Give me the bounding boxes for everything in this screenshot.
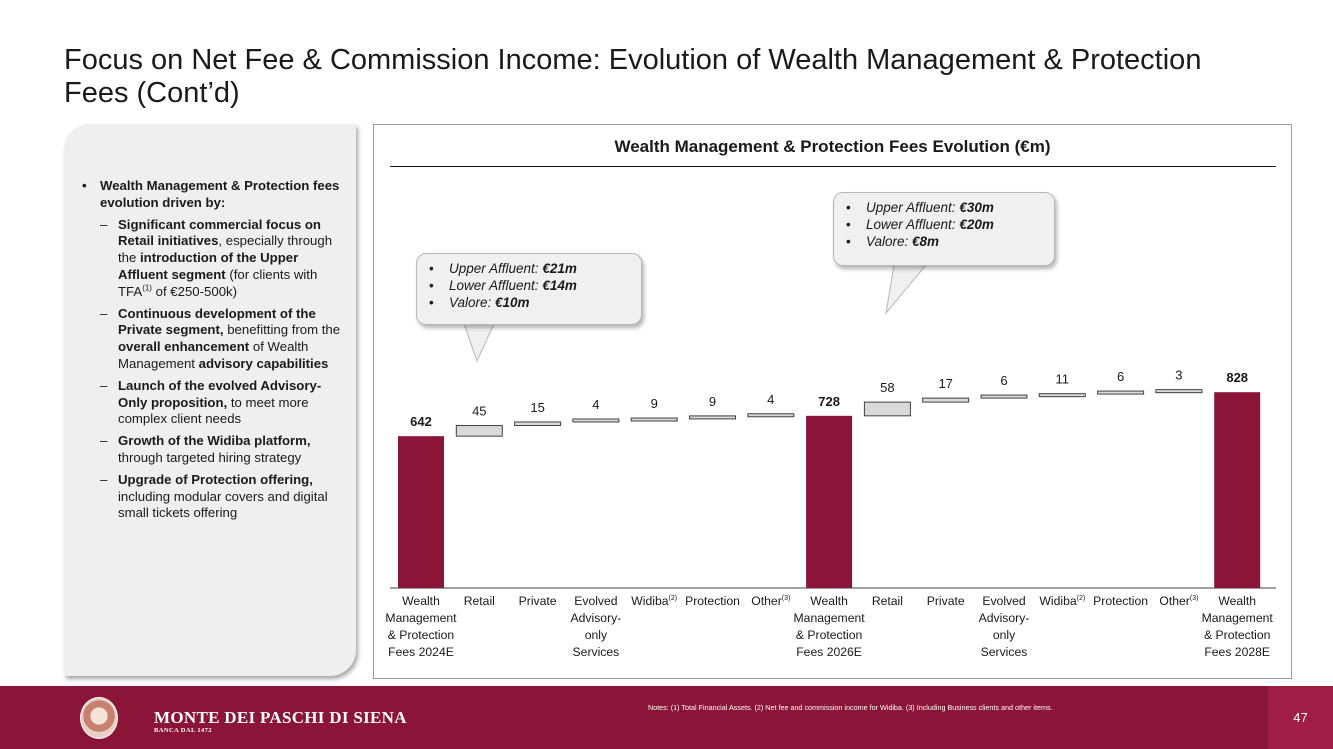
page-title: Focus on Net Fee & Commission Income: Ev… (64, 44, 1202, 109)
delta-bar (747, 413, 795, 418)
delta-bar (455, 425, 503, 437)
delta-bar (863, 401, 911, 417)
data-label: 58 (880, 380, 894, 395)
callout-item: Valore: €10m (429, 294, 631, 311)
bank-logo-subtitle: BANCA DAL 1472 (154, 727, 212, 734)
data-label: 4 (592, 397, 599, 412)
footer-bar: MONTE DEI PASCHI DI SIENA BANCA DAL 1472… (0, 686, 1333, 749)
data-label: 642 (410, 414, 432, 429)
delta-bar (572, 418, 620, 423)
commentary-sub-item: Launch of the evolved Advisory-Only prop… (100, 378, 344, 428)
page-number: 47 (1293, 710, 1308, 725)
callout-item: Lower Affluent: €20m (846, 216, 1044, 233)
category-label: Widiba(2) (1039, 594, 1085, 608)
chart-title-rule (390, 166, 1276, 167)
data-label: 6 (1000, 373, 1007, 388)
data-label: 4 (767, 392, 774, 407)
commentary-sub-item: Significant commercial focus on Retail i… (100, 217, 344, 301)
category-label: Evolved Advisory-only Services (571, 594, 622, 659)
data-label: 3 (1175, 368, 1182, 383)
delta-bar (1097, 390, 1145, 395)
bank-seal-icon (80, 697, 118, 739)
data-label: 11 (1056, 372, 1070, 387)
data-label: 45 (472, 404, 486, 419)
category-label: Other(3) (1159, 594, 1198, 608)
chart-plot: 642 Wealth Management & Protection Fees 2024… (385, 264, 1276, 659)
delta-bar (630, 417, 678, 422)
data-label: 9 (651, 396, 658, 411)
page-number-box: 47 (1268, 686, 1333, 749)
category-label: Retail (464, 594, 495, 608)
category-label: Wealth Management & Protection Fees 2028E (1202, 594, 1274, 659)
category-label: Protection (685, 594, 740, 608)
category-label: Evolved Advisory-only Services (979, 594, 1030, 659)
waterfall-chart: Wealth Management & Protection Fees Evol… (373, 124, 1292, 679)
chart-title: Wealth Management & Protection Fees Evol… (614, 137, 1051, 156)
total-bar (806, 415, 853, 588)
category-label: Wealth Management & Protection Fees 2026E (794, 594, 866, 659)
callout-pointer (463, 323, 495, 363)
delta-bar (1155, 389, 1203, 394)
commentary-sub-item: Continuous development of the Private se… (100, 306, 344, 373)
commentary-sub-item: Growth of the Widiba platform, through t… (100, 433, 344, 467)
commentary-main-text: Wealth Management & Protection fees evol… (100, 178, 340, 210)
category-label: Widiba(2) (631, 594, 677, 608)
callout-2026-breakdown: Upper Affluent: €21m Lower Affluent: €14… (416, 253, 642, 325)
data-label: 828 (1226, 370, 1248, 385)
delta-bar (689, 415, 736, 420)
callout-pointer (885, 264, 928, 315)
data-label: 17 (938, 376, 952, 391)
callout-2028-breakdown: Upper Affluent: €30m Lower Affluent: €20… (833, 192, 1055, 266)
total-bar (1214, 392, 1261, 588)
category-label: Private (927, 594, 965, 608)
callout-item: Upper Affluent: €30m (846, 199, 1044, 216)
commentary-panel: Wealth Management & Protection fees evol… (64, 124, 356, 676)
commentary-sub-item: Upgrade of Protection offering, includin… (100, 472, 344, 522)
delta-bar (514, 421, 562, 427)
category-label: Private (519, 594, 557, 608)
category-label: Retail (872, 594, 903, 608)
delta-bar (1038, 393, 1086, 398)
data-label: 6 (1117, 369, 1124, 384)
commentary-sub-list: Significant commercial focus on Retail i… (100, 217, 344, 523)
callout-item: Lower Affluent: €14m (429, 277, 631, 294)
commentary-main-bullet: Wealth Management & Protection fees evol… (82, 178, 344, 522)
total-bar (398, 436, 444, 588)
delta-bar (980, 394, 1028, 399)
delta-bar (922, 397, 970, 403)
commentary-list: Wealth Management & Protection fees evol… (82, 178, 344, 527)
data-label: 728 (818, 394, 840, 409)
callout-item: Valore: €8m (846, 233, 1044, 250)
bank-logo-text: MONTE DEI PASCHI DI SIENA (154, 708, 407, 727)
footnotes: Notes: (1) Total Financial Assets. (2) N… (648, 703, 1053, 712)
category-label: Protection (1093, 594, 1148, 608)
data-label: 15 (530, 400, 544, 415)
callout-item: Upper Affluent: €21m (429, 260, 631, 277)
data-label: 9 (709, 394, 716, 409)
category-label: Wealth Management & Protection Fees 2024E (385, 594, 457, 659)
category-label: Other(3) (751, 594, 790, 608)
